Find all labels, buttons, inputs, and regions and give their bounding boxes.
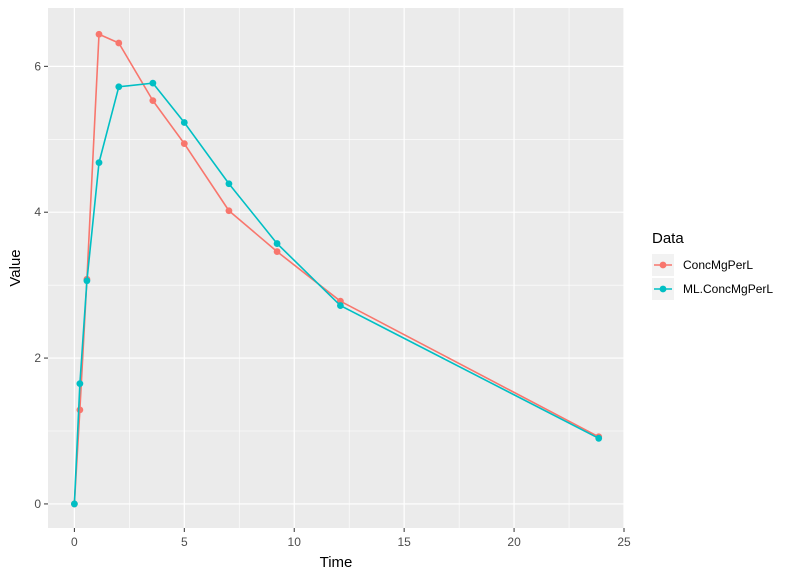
y-tick-label: 6 [34, 59, 41, 73]
series-point-0 [76, 406, 84, 414]
plot-panel [48, 8, 624, 528]
y-tick-label: 2 [34, 351, 41, 365]
x-axis-title: Time [320, 554, 353, 571]
series-point-1 [180, 119, 188, 126]
series-point-1 [149, 79, 157, 87]
series-point-1 [336, 302, 344, 309]
series-point-0 [115, 39, 123, 47]
minor-gridlines [48, 8, 624, 528]
series-point-0 [149, 97, 157, 105]
y-tick-label: 4 [34, 205, 41, 219]
series-point-1 [273, 240, 281, 247]
x-tick-label: 0 [71, 535, 78, 549]
major-gridlines [48, 8, 625, 528]
series-point-1 [95, 159, 103, 167]
x-tick-label: 10 [288, 535, 302, 549]
y-axis: 0 2 4 6 [34, 59, 48, 511]
x-tick-label: 5 [181, 535, 188, 549]
series-point-0 [180, 140, 188, 148]
y-axis-title: Value [7, 249, 24, 286]
y-tick-label: 0 [34, 497, 41, 511]
series-point-1 [595, 434, 603, 442]
legend-item-label: ML.ConcMgPerL [683, 282, 773, 296]
legend-key-point [659, 261, 667, 269]
series-point-1 [115, 83, 123, 91]
legend-item-label: ConcMgPerL [683, 258, 753, 272]
series-point-0 [225, 207, 233, 215]
series-point-1 [225, 180, 233, 188]
series-point-1 [83, 277, 91, 285]
legend-title: Data [652, 230, 684, 247]
x-tick-label: 15 [397, 535, 411, 549]
legend-key-point [659, 285, 667, 293]
x-tick-label: 20 [507, 535, 521, 549]
legend: Data ConcMgPerL ML.ConcMgPerL [652, 230, 773, 300]
series-layer [70, 30, 603, 508]
series-point-1 [70, 500, 78, 508]
series-point-1 [76, 380, 84, 387]
legend-items: ConcMgPerL ML.ConcMgPerL [652, 254, 773, 300]
series-point-0 [95, 30, 103, 38]
series-point-0 [273, 248, 281, 255]
x-tick-label: 25 [617, 535, 631, 549]
x-axis: 0 5 10 15 20 25 [71, 528, 631, 549]
